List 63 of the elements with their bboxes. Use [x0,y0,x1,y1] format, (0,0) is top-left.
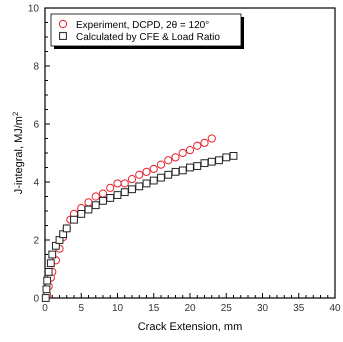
point [98,190,108,198]
y-tick-label: 8 [33,62,40,72]
point [172,168,180,176]
point [44,268,53,276]
point [208,134,216,143]
point [193,142,202,150]
point [48,250,56,258]
point [106,184,114,192]
point [222,153,230,162]
y-tick-label: 4 [33,178,40,188]
point [186,146,194,154]
x-axis-title: Crack Extension, mm [138,321,242,333]
x-tick-label: 25 [220,303,232,314]
point [150,164,158,174]
point [157,174,165,182]
point [128,175,136,184]
x-tick-label: 15 [148,303,160,314]
x-tick-label: 5 [78,303,84,314]
point [106,194,114,202]
x-tick-label: 35 [293,303,305,314]
point [120,188,129,196]
point [84,206,92,214]
point [215,156,223,164]
point [200,138,209,147]
point [70,216,78,224]
y-tick-label: 10 [28,4,40,14]
legend-label: Experiment, DCPD, 2θ = 120° [76,20,210,31]
point [200,159,208,168]
point [77,210,86,218]
point [46,259,55,268]
point [42,285,50,294]
point [114,191,122,199]
point [186,164,194,172]
point [42,294,50,302]
y-tick-label: 0 [33,294,40,304]
point [120,179,129,188]
point [164,156,172,164]
y-tick-label: 2 [33,236,40,246]
point [171,153,180,162]
x-tick-label: 30 [256,303,268,314]
point [164,170,172,179]
point [43,276,52,284]
point [128,185,136,194]
point [135,170,144,179]
point [150,176,158,184]
point [135,182,144,190]
point [92,192,100,201]
y-tick-label: 6 [33,120,40,130]
x-tick-label: 20 [184,303,196,314]
x-tick-label: 10 [112,303,124,314]
point [193,162,202,170]
point [230,152,238,160]
point [142,180,150,188]
point [156,160,166,169]
legend-label: Calculated by CFE & Load Ratio [76,32,220,43]
point [99,196,107,205]
point [142,168,151,176]
point [178,148,187,158]
point [92,201,100,210]
point [113,179,122,188]
x-tick-label: 0 [42,303,48,314]
point [84,198,93,206]
x-tick-label: 40 [329,303,341,314]
